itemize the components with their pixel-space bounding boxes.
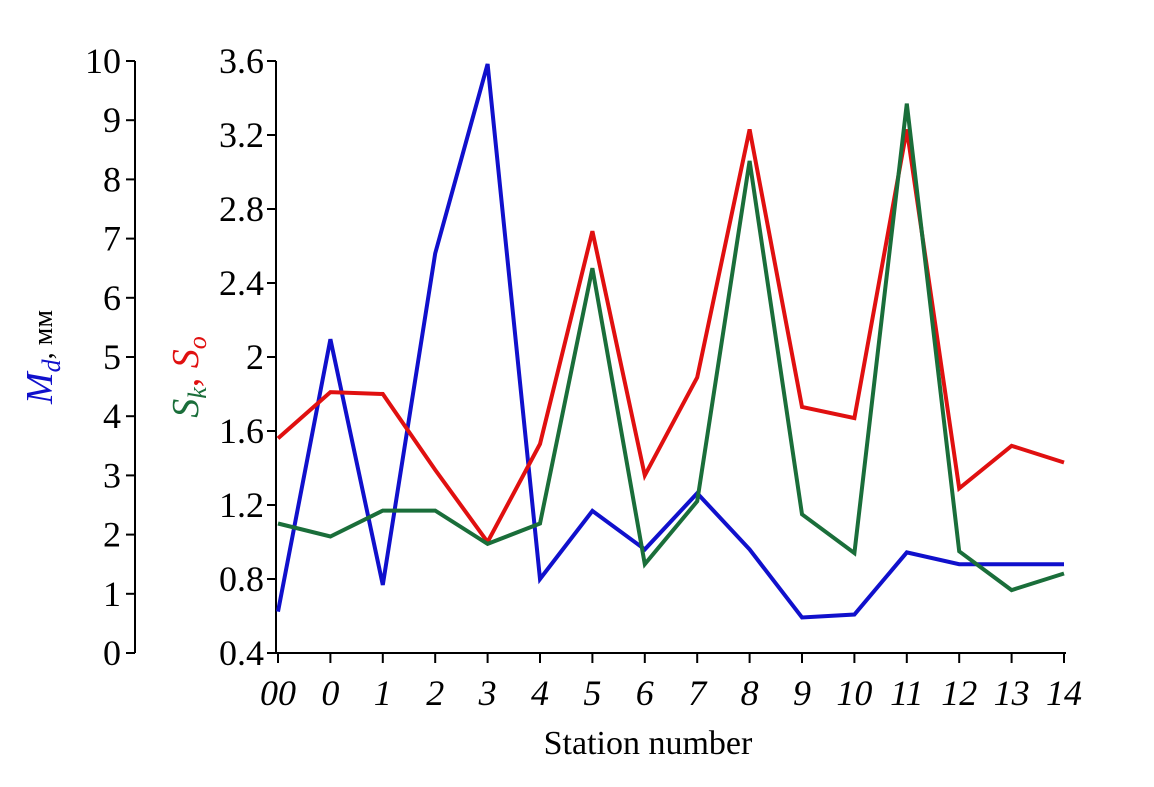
x-axis-tick-label: 00 xyxy=(260,673,296,713)
right-axis-title-sk-sub: k xyxy=(183,387,212,399)
x-axis-tick-label: 1 xyxy=(374,673,392,713)
left-axis-tick-label: 0 xyxy=(103,633,121,673)
x-axis: 00 0 1 2 3 4 5 6 7 8 9 10 11 12 13 14 Station number xyxy=(260,652,1082,762)
left-axis-tick-label: 8 xyxy=(103,159,121,199)
series-line-md xyxy=(276,63,1064,620)
left-axis-tick-label: 10 xyxy=(85,41,121,81)
right-axis: 0.4 0.8 1.2 1.6 2 2.4 2.8 3.2 3.6 Sk, So xyxy=(165,41,277,673)
x-axis-tick-label: 9 xyxy=(793,673,811,713)
x-axis-tick-label: 2 xyxy=(426,673,444,713)
left-axis-tick-label: 1 xyxy=(103,574,121,614)
right-axis-tick-label: 2.8 xyxy=(219,189,264,229)
right-axis-tick-label: 2.4 xyxy=(219,263,264,303)
right-axis-tick-label: 1.2 xyxy=(219,485,264,525)
left-axis-title-sub: d xyxy=(37,358,66,372)
left-axis-tick-label: 6 xyxy=(103,278,121,318)
right-axis-title: Sk, So xyxy=(165,336,212,418)
right-axis-tick-label: 1.6 xyxy=(219,411,264,451)
left-axis-tick-label: 7 xyxy=(103,219,121,259)
series-line-sk xyxy=(277,103,1065,593)
x-axis-tick-label: 8 xyxy=(741,673,759,713)
left-axis-tick-label: 3 xyxy=(103,455,121,495)
x-axis-tick-label: 3 xyxy=(478,673,497,713)
x-axis-tick-label: 6 xyxy=(636,673,654,713)
x-axis-title: Station number xyxy=(544,725,753,762)
x-axis-tick-label: 10 xyxy=(836,673,872,713)
right-axis-title-so-sub: o xyxy=(183,336,212,349)
series-line-so xyxy=(276,128,1065,546)
x-axis-tick-label: 12 xyxy=(941,673,977,713)
x-axis-tick-label: 0 xyxy=(321,673,339,713)
left-axis-tick-label: 4 xyxy=(103,396,121,436)
right-axis-title-sep: , xyxy=(165,368,207,387)
left-axis-title-main: M xyxy=(19,370,61,405)
left-axis: 0 1 2 3 4 5 6 7 8 9 10 Md, мм xyxy=(19,41,136,673)
right-axis-title-so-main: S xyxy=(165,349,207,368)
right-axis-tick-label: 2 xyxy=(246,337,264,377)
x-axis-tick-label: 5 xyxy=(583,673,601,713)
x-axis-tick-label: 14 xyxy=(1046,673,1082,713)
plot-area xyxy=(276,63,1065,620)
right-axis-tick-label: 3.6 xyxy=(219,41,264,81)
left-axis-title: Md, мм xyxy=(19,310,66,405)
left-axis-tick-label: 2 xyxy=(103,515,121,555)
right-axis-tick-label: 3.2 xyxy=(219,115,264,155)
left-axis-tick-label: 5 xyxy=(103,337,121,377)
x-axis-tick-label: 4 xyxy=(531,673,549,713)
x-axis-tick-label: 11 xyxy=(890,673,923,713)
left-axis-title-unit: , мм xyxy=(28,310,59,360)
right-axis-title-sk-main: S xyxy=(165,399,207,418)
right-axis-tick-label: 0.4 xyxy=(219,633,264,673)
x-axis-tick-label: 7 xyxy=(688,673,708,713)
left-axis-tick-label: 9 xyxy=(103,100,121,140)
x-axis-tick-label: 13 xyxy=(994,673,1030,713)
right-axis-tick-label: 0.8 xyxy=(219,559,264,599)
